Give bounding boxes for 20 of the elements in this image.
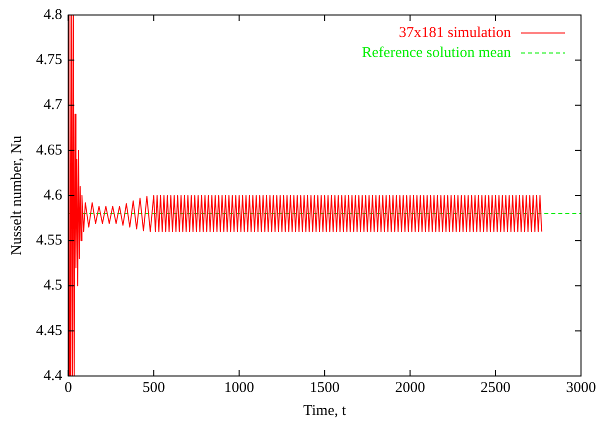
y-tick-label: 4.5 (44, 278, 62, 294)
y-tick-label: 4.65 (36, 142, 62, 158)
y-tick-label: 4.6 (44, 187, 63, 204)
y-tick-label: 4.8 (44, 6, 62, 23)
y-tick-label: 4.75 (36, 52, 62, 68)
x-axis-title: Time, t (303, 402, 347, 419)
y-tick-label: 4.55 (36, 232, 62, 249)
y-tick-label: 4.4 (44, 368, 63, 384)
x-tick-label: 1500 (310, 380, 340, 396)
x-tick-label: 2500 (480, 380, 511, 396)
y-tick-label: 4.45 (36, 322, 62, 339)
legend-label: 37x181 simulation (398, 24, 512, 41)
x-tick-label: 0 (64, 380, 72, 396)
x-tick-label: 1000 (224, 380, 254, 396)
y-tick-label: 4.7 (44, 97, 63, 114)
y-axis-title: Nusselt number, Nu (8, 135, 25, 256)
x-tick-label: 3000 (566, 380, 596, 396)
legend-label: Reference solution mean (362, 44, 512, 61)
x-tick-label: 2000 (395, 380, 426, 396)
x-tick-label: 500 (142, 380, 165, 396)
